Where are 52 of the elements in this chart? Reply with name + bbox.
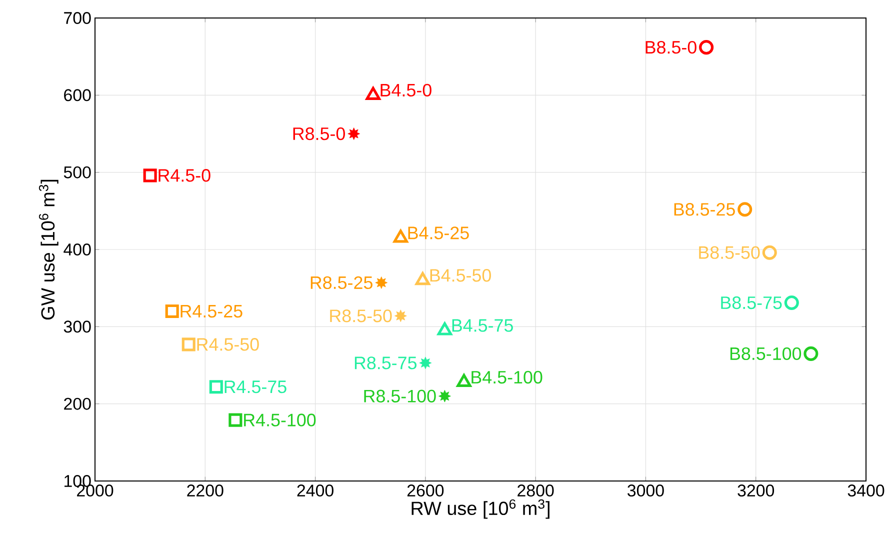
x-tick-label: 3400 [848, 484, 884, 497]
point [165, 304, 179, 318]
series-label: B4.5-0 [380, 84, 432, 97]
series-label: B8.5-75 [721, 296, 782, 310]
series-label: B8.5-25 [674, 203, 735, 216]
point [419, 356, 432, 370]
x-axis-title: RW use [10$^{6}$ m$^{3}$] [412, 499, 550, 519]
x-tick-label: 3200 [738, 484, 774, 497]
x-tick-label: 2400 [297, 484, 334, 497]
point [804, 346, 818, 361]
x-tick-label: 2600 [407, 484, 444, 497]
point [348, 128, 360, 140]
series-label: R8.5-50 [330, 310, 392, 322]
series-label: R4.5-75 [224, 380, 286, 394]
point [209, 380, 223, 394]
x-tick-label: 2800 [518, 484, 554, 497]
series-label: B8.5-50 [699, 246, 760, 259]
series-label: B8.5-100 [730, 347, 802, 360]
series-label: R8.5-75 [354, 356, 416, 370]
series-label: R8.5-0 [293, 127, 345, 140]
point [438, 390, 451, 402]
x-tick-label: 2000 [77, 484, 114, 497]
point [762, 245, 777, 260]
series-label: B4.5-50 [430, 269, 491, 282]
series-label: R4.5-50 [197, 338, 259, 351]
point [394, 310, 407, 322]
point [375, 276, 388, 289]
series-label: R4.5-100 [244, 414, 316, 426]
series-label: B4.5-75 [452, 319, 513, 332]
y-axis-title: GW use [10$^{6}$ m$^{3}$] [38, 180, 58, 320]
series-label: R4.5-0 [158, 169, 210, 182]
point [143, 168, 157, 182]
series-label: B8.5-0 [646, 40, 696, 54]
point [738, 202, 752, 217]
y-tick-label: 400 [64, 244, 91, 256]
x-tick-label: 3000 [628, 484, 664, 497]
y-tick-label: 100 [64, 475, 91, 487]
point [182, 338, 196, 352]
series-label: R8.5-100 [364, 390, 436, 402]
point [699, 40, 714, 55]
point [228, 413, 242, 427]
y-tick-label: 200 [64, 398, 91, 410]
y-tick-label: 300 [64, 320, 91, 333]
x-tick-label: 2200 [187, 484, 224, 497]
series-label: B4.5-25 [408, 226, 469, 240]
series-label: R4.5-25 [180, 304, 242, 318]
y-tick-label: 700 [64, 12, 91, 24]
y-tick-label: 500 [64, 166, 91, 178]
series-label: B4.5-100 [472, 370, 542, 384]
point [784, 295, 799, 310]
y-tick-label: 600 [64, 89, 91, 102]
series-label: R8.5-25 [310, 276, 372, 290]
